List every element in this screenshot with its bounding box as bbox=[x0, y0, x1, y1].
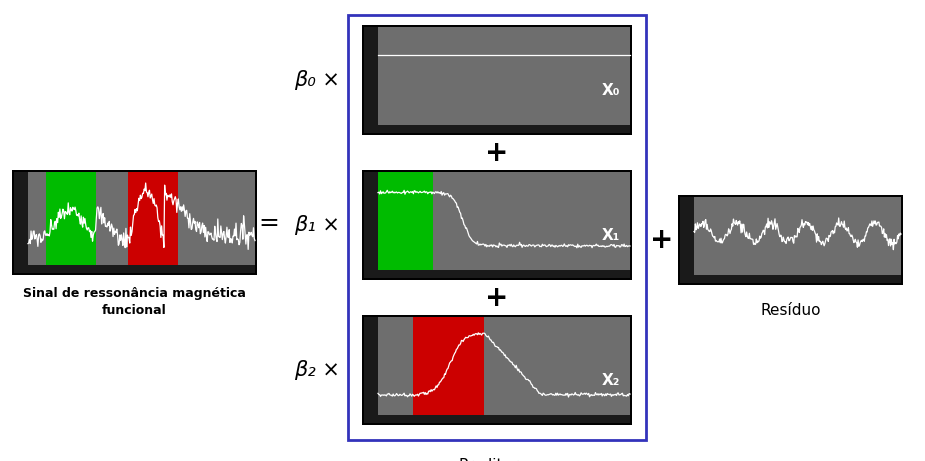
Bar bbox=[364, 27, 378, 133]
Text: X₂: X₂ bbox=[601, 373, 620, 388]
Bar bbox=[364, 317, 378, 423]
Bar bbox=[128, 172, 178, 265]
Bar bbox=[678, 195, 903, 285]
Text: +: + bbox=[486, 138, 509, 166]
Bar bbox=[378, 125, 630, 133]
Text: Preditores: Preditores bbox=[458, 458, 536, 461]
Bar bbox=[680, 197, 694, 283]
Text: X₁: X₁ bbox=[601, 228, 620, 243]
Text: X₀: X₀ bbox=[601, 83, 620, 98]
Text: β₀ ×: β₀ × bbox=[294, 70, 340, 90]
Bar bbox=[362, 170, 632, 280]
Text: +: + bbox=[486, 284, 509, 312]
Bar bbox=[28, 172, 255, 265]
Bar bbox=[46, 172, 96, 265]
Bar bbox=[378, 270, 630, 278]
Bar bbox=[348, 15, 646, 440]
Text: Resíduo: Resíduo bbox=[760, 303, 820, 318]
Text: Sinal de ressonância magnética
funcional: Sinal de ressonância magnética funcional bbox=[23, 287, 246, 317]
Bar bbox=[12, 170, 257, 275]
Bar bbox=[364, 172, 378, 278]
Bar bbox=[694, 197, 901, 275]
Bar bbox=[362, 25, 632, 135]
Bar bbox=[28, 265, 255, 273]
Text: =: = bbox=[259, 211, 279, 235]
Bar bbox=[694, 275, 901, 283]
Bar bbox=[362, 315, 632, 425]
Bar bbox=[14, 172, 28, 273]
Bar bbox=[378, 172, 434, 270]
Bar bbox=[378, 317, 630, 415]
Bar bbox=[378, 415, 630, 423]
Bar bbox=[378, 27, 630, 125]
Bar bbox=[378, 172, 630, 270]
Text: β₂ ×: β₂ × bbox=[294, 360, 340, 380]
Bar bbox=[413, 317, 484, 415]
Text: β₁ ×: β₁ × bbox=[294, 215, 340, 235]
Text: +: + bbox=[650, 226, 673, 254]
